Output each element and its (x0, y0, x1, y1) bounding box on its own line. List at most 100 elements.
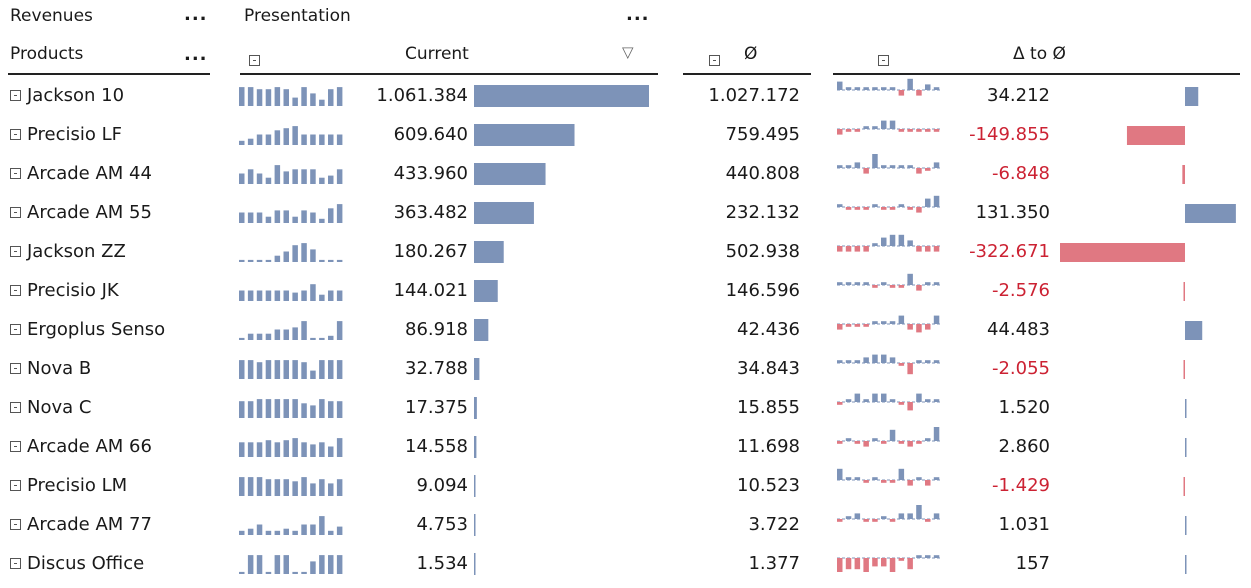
sparkline-bar (328, 401, 334, 418)
product-row-label[interactable]: Nova B (10, 358, 91, 379)
product-row-label[interactable]: Arcade AM 77 (10, 514, 152, 535)
product-row-label[interactable]: Precisio LM (10, 475, 127, 496)
product-row-label[interactable]: Precisio JK (10, 280, 119, 301)
product-name: Arcade AM 55 (27, 202, 152, 223)
deviation-bar (898, 315, 905, 324)
sparkline-bar (292, 216, 298, 223)
product-row-label[interactable]: Ergoplus Senso (10, 319, 165, 340)
header-rule-current (240, 73, 658, 75)
sparkline-bar (301, 477, 307, 496)
deviation-bar (889, 165, 896, 168)
sparkline-bar (301, 169, 307, 184)
expand-row-icon[interactable] (10, 168, 21, 179)
expand-row-icon[interactable] (10, 324, 21, 335)
expand-row-icon[interactable] (10, 558, 21, 569)
average-value: 1.027.172 (708, 85, 800, 106)
product-row-label[interactable]: Arcade AM 66 (10, 436, 152, 457)
expand-row-icon[interactable] (10, 480, 21, 491)
sparkline-bar (239, 259, 245, 262)
delta-bar-chart (1185, 555, 1187, 574)
deviation-bar (854, 87, 861, 90)
deviation-bar (854, 393, 861, 402)
sparkline-bar (336, 87, 343, 106)
avg-column-header[interactable]: Ø (744, 44, 758, 64)
sparkline-columns (239, 321, 343, 340)
sparkline-bar (256, 524, 263, 535)
deviation-bar (837, 324, 843, 330)
header-rule-products (8, 73, 210, 75)
current-bar (474, 397, 477, 419)
current-bar-chart (474, 280, 498, 302)
delta-column-header[interactable]: Δ to Ø (1013, 44, 1066, 64)
presentation-more-button[interactable]: ... (626, 4, 650, 25)
deviation-bar (925, 246, 931, 252)
expand-row-icon[interactable] (10, 441, 21, 452)
revenues-more-button[interactable]: ... (184, 4, 208, 25)
deviation-bar (837, 519, 843, 522)
delta-bar (1126, 126, 1185, 145)
product-name: Arcade AM 77 (27, 514, 152, 535)
expand-row-icon[interactable] (10, 363, 21, 374)
deviation-sparkline (837, 555, 941, 572)
deviation-bar (898, 129, 905, 132)
current-value: 180.267 (393, 241, 468, 262)
delta-bar (1183, 282, 1185, 301)
product-row-label[interactable]: Arcade AM 55 (10, 202, 152, 223)
current-column-header[interactable]: Current (405, 44, 469, 64)
sparkline-columns (239, 87, 343, 106)
sparkline-bar (310, 169, 316, 184)
sparkline-bar (283, 479, 289, 496)
collapse-current-icon[interactable] (249, 55, 260, 66)
expand-row-icon[interactable] (10, 285, 21, 296)
sparkline-bar (239, 173, 245, 184)
sparkline-bar (247, 401, 254, 418)
deviation-bar (872, 438, 878, 441)
product-row-label[interactable]: Jackson ZZ (10, 241, 126, 262)
sort-icon[interactable]: ▽ (622, 43, 634, 61)
average-value: 42.436 (737, 319, 800, 340)
current-value: 433.960 (393, 163, 468, 184)
sparkline-bar (310, 444, 316, 457)
sparkline-bar (239, 571, 245, 574)
expand-row-icon[interactable] (10, 129, 21, 140)
deviation-bar (845, 246, 852, 252)
sparkline-bar (239, 360, 245, 379)
sparkline-columns (239, 516, 343, 535)
deviation-bar (845, 477, 852, 480)
sparkline-bar (239, 337, 245, 340)
deviation-bar (845, 129, 852, 132)
sparkline-bar (336, 169, 343, 184)
expand-row-icon[interactable] (10, 207, 21, 218)
delta-bar-chart (1182, 165, 1185, 184)
product-row-label[interactable]: Jackson 10 (10, 85, 124, 106)
deviation-bar (881, 207, 887, 210)
product-row-label[interactable]: Discus Office (10, 553, 144, 574)
expand-row-icon[interactable] (10, 519, 21, 530)
product-row-label[interactable]: Precisio LF (10, 124, 122, 145)
collapse-avg-icon[interactable] (708, 55, 720, 66)
current-bar (474, 514, 476, 536)
expand-row-icon[interactable] (10, 402, 21, 413)
sparkline-bar (274, 442, 281, 457)
deviation-bar (916, 129, 922, 132)
deviation-bar (837, 468, 843, 480)
products-more-button[interactable]: ... (184, 44, 208, 65)
collapse-delta-icon[interactable] (878, 55, 890, 66)
deviation-bar (863, 558, 869, 572)
product-row-label[interactable]: Nova C (10, 397, 91, 418)
sparkline-bar (319, 294, 325, 301)
sparkline-bar (274, 87, 281, 106)
delta-value: -6.848 (991, 163, 1050, 184)
expand-row-icon[interactable] (10, 90, 21, 101)
sparkline-bar (247, 555, 254, 574)
product-row-label[interactable]: Arcade AM 44 (10, 163, 152, 184)
sparkline-bar (239, 477, 245, 496)
deviation-bar (916, 360, 922, 363)
deviation-bar (881, 321, 887, 324)
current-value: 1.534 (416, 553, 468, 574)
deviation-bar (889, 558, 896, 572)
deviation-bar (925, 438, 931, 441)
deviation-bar (916, 324, 922, 333)
sparkline-bar (336, 555, 343, 574)
expand-row-icon[interactable] (10, 246, 21, 257)
